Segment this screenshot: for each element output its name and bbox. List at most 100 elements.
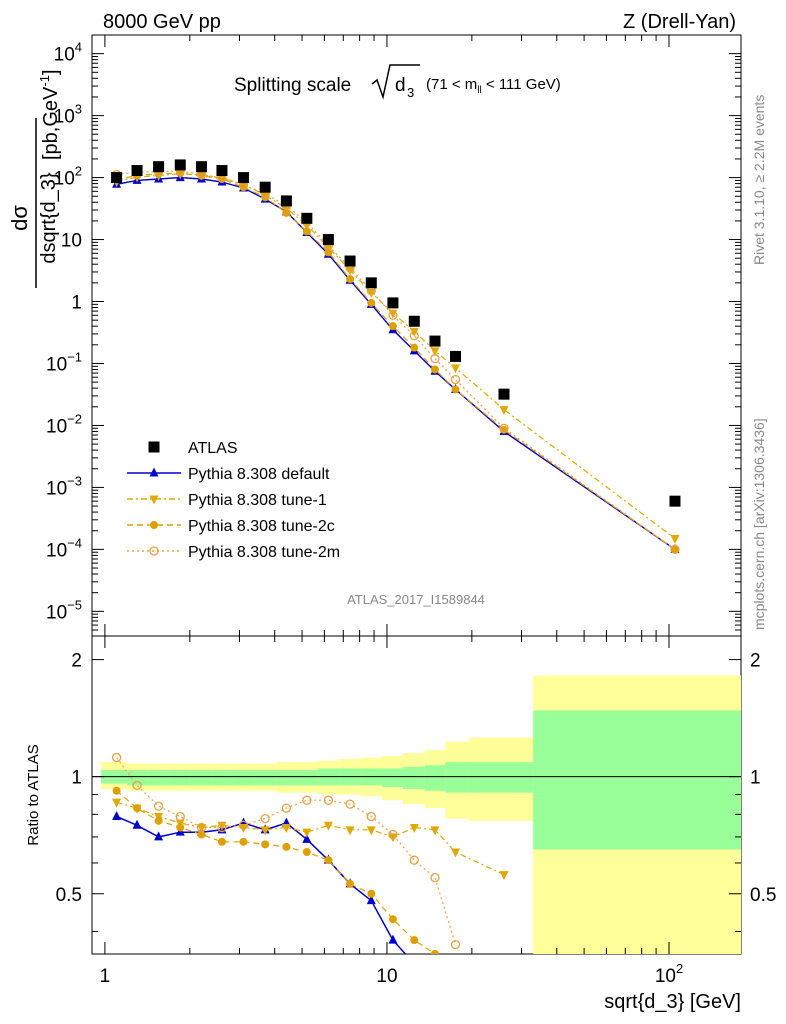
ratio-series-pythia-8-308-tune-2m bbox=[111, 752, 461, 950]
x-tick-label: 10 bbox=[376, 966, 397, 987]
data-point bbox=[387, 297, 399, 309]
y-tick-label: 10−4 bbox=[46, 535, 82, 561]
legend-label: Pythia 8.308 tune-1 bbox=[188, 492, 327, 509]
ratio-point bbox=[197, 830, 206, 839]
ratio-green-band-bin bbox=[147, 770, 170, 786]
data-point bbox=[670, 534, 680, 544]
ylabel-unit-text: [pb,GeV bbox=[40, 86, 62, 160]
legend-entry: Pythia 8.308 tune-2c bbox=[127, 518, 335, 535]
data-point bbox=[302, 227, 311, 236]
y-tick-label-exp: 2 bbox=[75, 164, 82, 179]
ratio-point bbox=[388, 915, 397, 924]
data-point bbox=[450, 350, 462, 362]
ratio-bands bbox=[101, 675, 741, 954]
y-tick-label-base: 10 bbox=[46, 354, 67, 375]
title-range-pre: (71 < m bbox=[426, 76, 477, 93]
legend-label: Pythia 8.308 default bbox=[188, 466, 330, 483]
ratio-tick-label-text: 2 bbox=[750, 651, 761, 672]
x-tick-label: 102 bbox=[655, 961, 683, 987]
data-point bbox=[430, 353, 440, 364]
data-point bbox=[195, 161, 207, 173]
data-point bbox=[451, 385, 460, 394]
ratio-series bbox=[111, 752, 509, 954]
ratio-green-band-bin bbox=[212, 770, 234, 786]
ratio-point bbox=[302, 795, 312, 805]
ratio-point bbox=[302, 848, 311, 857]
data-point bbox=[410, 343, 419, 352]
data-point bbox=[344, 255, 356, 267]
legend-marker bbox=[148, 441, 160, 453]
data-point bbox=[366, 288, 376, 298]
ratio-green-band-bin bbox=[169, 770, 190, 786]
ratio-point bbox=[410, 936, 419, 945]
data-point bbox=[324, 248, 333, 257]
legend-entry: Pythia 8.308 default bbox=[127, 466, 330, 483]
ratio-point bbox=[366, 895, 376, 905]
title-sqrt-var: d bbox=[395, 75, 406, 96]
ratio-green-band-bin bbox=[445, 762, 469, 793]
y-tick-label-base: 10 bbox=[46, 602, 67, 623]
ylabel-unit-close: ] bbox=[40, 69, 62, 75]
legend-marker bbox=[149, 495, 159, 505]
ratio-green-band-bin bbox=[468, 762, 534, 793]
y-tick-label-base: 10 bbox=[54, 107, 75, 128]
x-axis-label: sqrt{d_3} [GeV] bbox=[604, 991, 741, 1013]
ratio-tick-label-right: 2 bbox=[750, 651, 761, 672]
header-right: Z (Drell-Yan) bbox=[623, 11, 736, 33]
ratio-point bbox=[261, 840, 270, 849]
ratio-point bbox=[367, 889, 376, 898]
ratio-green-band-bin bbox=[233, 770, 255, 786]
sqrt-sign bbox=[371, 64, 420, 100]
y-tick-label-exp: −4 bbox=[67, 535, 82, 550]
legend-marker bbox=[149, 467, 159, 477]
ratio-point bbox=[133, 804, 142, 813]
ylabel-numerator: dσ bbox=[7, 205, 32, 231]
data-point bbox=[280, 195, 292, 207]
y-tick-label: 1 bbox=[71, 293, 82, 314]
data-point bbox=[282, 208, 291, 217]
ratio-point bbox=[302, 833, 312, 843]
ratio-point bbox=[430, 950, 439, 954]
ratio-point bbox=[366, 811, 376, 822]
data-point bbox=[670, 544, 680, 555]
data-point bbox=[301, 212, 313, 224]
data-point bbox=[409, 331, 419, 341]
ratio-point bbox=[450, 939, 461, 950]
ratio-point bbox=[282, 842, 291, 851]
ratio-point bbox=[451, 848, 461, 858]
data-point bbox=[367, 298, 376, 307]
data-point bbox=[430, 347, 440, 357]
ratio-point bbox=[112, 798, 122, 808]
ratio-point bbox=[111, 752, 122, 763]
ratio-point bbox=[260, 813, 270, 824]
ratio-point bbox=[281, 824, 291, 834]
ratio-tick-label-left: 1 bbox=[71, 768, 82, 789]
ratio-point bbox=[260, 826, 270, 836]
data-point bbox=[216, 165, 228, 177]
data-point bbox=[153, 161, 165, 173]
ratio-tick-label-right: 0.5 bbox=[750, 885, 776, 906]
plot-title: Splitting scale d 3 (71 < mll < 111 GeV) bbox=[234, 64, 561, 100]
data-point bbox=[323, 243, 333, 253]
ratio-point bbox=[153, 801, 164, 811]
y-tick-label: 10−5 bbox=[46, 597, 82, 623]
ratio-tick-label-text: 0.5 bbox=[750, 885, 776, 906]
y-tick-label: 104 bbox=[54, 40, 82, 66]
data-point bbox=[408, 315, 420, 327]
ratio-ylabel: Ratio to ATLAS bbox=[25, 744, 42, 845]
ratio-green-band-bin bbox=[189, 770, 213, 786]
ratio-point bbox=[323, 795, 334, 805]
x-tick-label: 1 bbox=[100, 966, 111, 987]
legend-marker bbox=[149, 546, 159, 556]
title-prefix: Splitting scale bbox=[234, 75, 351, 96]
y-axis-label: dσ dsqrt{d_3} [pb,GeV-1] bbox=[7, 69, 62, 288]
data-point bbox=[237, 172, 249, 184]
ratio-green-band-bin bbox=[127, 770, 148, 786]
ratio-point bbox=[409, 855, 419, 865]
ratio-tick-label-left: 0.5 bbox=[56, 885, 82, 906]
ratio-point bbox=[324, 856, 333, 865]
data-point bbox=[174, 159, 186, 171]
data-point bbox=[217, 174, 226, 183]
ratio-green-band-bin bbox=[276, 770, 298, 786]
